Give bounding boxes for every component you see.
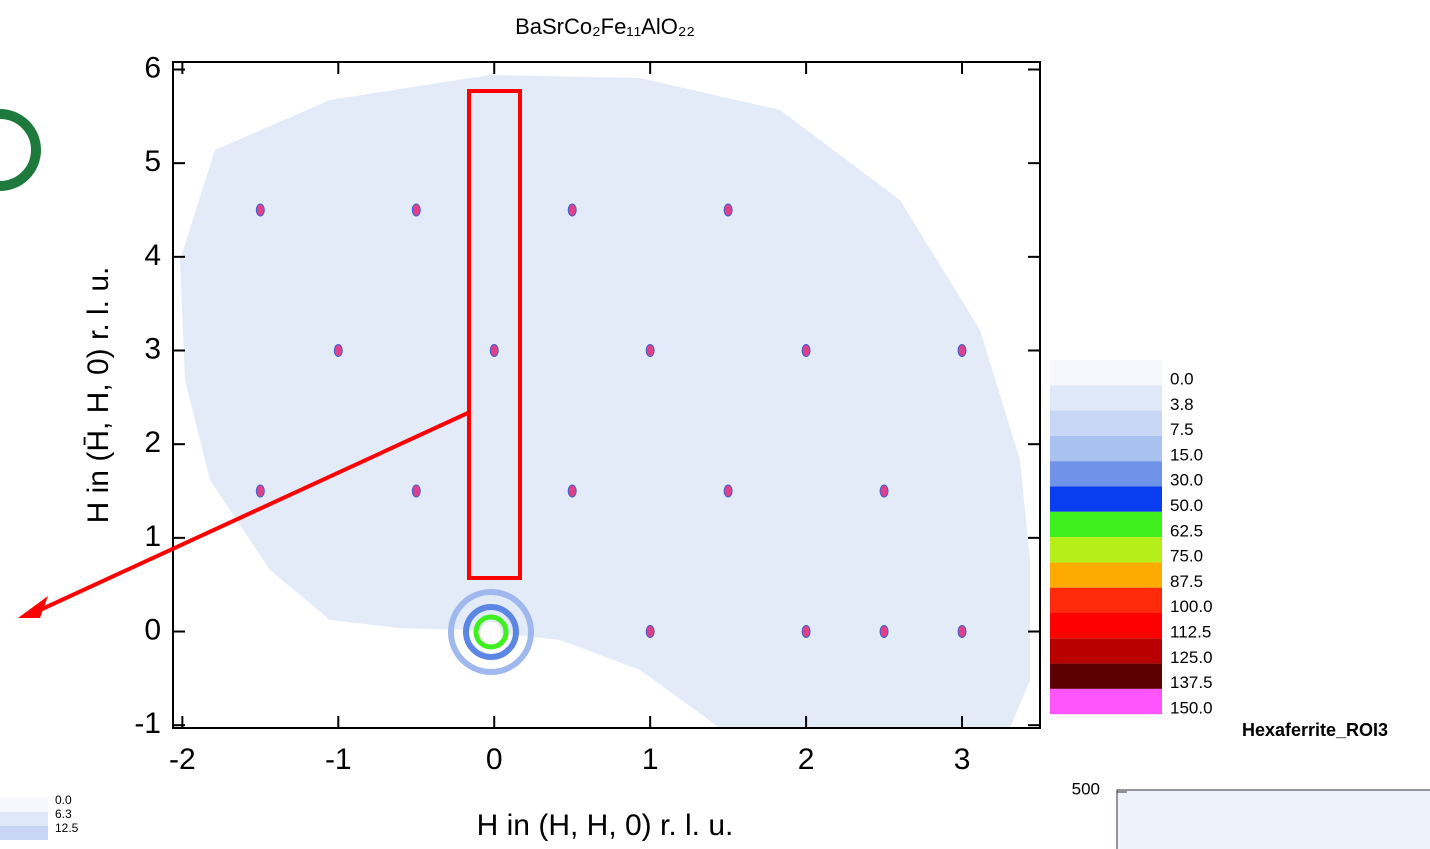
colorbar-band: [1050, 613, 1162, 639]
colorbar-label: 6.3: [55, 807, 72, 821]
bragg-peak: [801, 344, 811, 358]
colorbar-band: [1050, 663, 1162, 689]
bragg-peak: [489, 344, 499, 358]
bragg-peak: [645, 344, 655, 358]
inset-tick-label: 500: [1072, 779, 1100, 798]
bragg-peak: [879, 625, 889, 639]
colorbar-label: 12.5: [55, 821, 79, 835]
y-tick-label: 3: [144, 332, 161, 365]
colorbar-band: [1050, 461, 1162, 487]
colorbar-band: [1050, 486, 1162, 512]
colorbar-band: [1050, 688, 1162, 715]
x-tick-label: 3: [954, 743, 971, 776]
colorbar-band: [0, 812, 48, 826]
arrow-head: [18, 596, 48, 618]
colorbar-label: 62.5: [1170, 521, 1203, 540]
inset-title: Hexaferrite_ROI3: [1242, 720, 1388, 740]
x-tick-label: 2: [798, 743, 815, 776]
colorbar-label: 0.0: [1170, 369, 1194, 388]
bragg-peak: [723, 484, 733, 498]
y-tick-label: 6: [144, 51, 161, 84]
colorbar-band: [1050, 511, 1162, 538]
powder-rings: [448, 589, 534, 675]
bragg-peak: [411, 203, 421, 217]
colorbar-band: [1050, 638, 1162, 664]
bragg-peak: [645, 625, 655, 639]
colorbar-label: 125.0: [1170, 648, 1213, 667]
colorbar-label: 87.5: [1170, 572, 1203, 591]
x-tick-label: -1: [325, 743, 352, 776]
colorbar-label: 137.5: [1170, 673, 1213, 692]
bragg-peak: [567, 484, 577, 498]
colorbar-label: 75.0: [1170, 547, 1203, 566]
bragg-peak: [567, 203, 577, 217]
colorbar-label: 15.0: [1170, 445, 1203, 464]
colorbar-band: [1050, 537, 1162, 563]
colorbar-label: 30.0: [1170, 471, 1203, 490]
x-tick-label: 0: [486, 743, 503, 776]
y-tick-label: 5: [144, 145, 161, 178]
colorbar-label: 112.5: [1170, 622, 1211, 641]
colorbar-band: [0, 826, 48, 840]
y-tick-label: 1: [144, 520, 161, 553]
x-axis-label: H in (H, H, 0) r. l. u.: [477, 809, 734, 842]
colorbar-label: 0.0: [55, 793, 72, 807]
colorbar-label: 100.0: [1170, 597, 1213, 616]
colorbar-label: 150.0: [1170, 698, 1213, 717]
x-tick-label: -2: [169, 743, 196, 776]
colorbar-band: [1050, 587, 1162, 613]
bragg-peak: [255, 203, 265, 217]
green-marker: [0, 109, 41, 191]
colorbar-band: [1050, 385, 1162, 411]
bragg-peak: [723, 203, 733, 217]
arrow: [39, 410, 471, 612]
scattering-region: [180, 75, 1030, 728]
plot-frame: [172, 61, 1041, 729]
bragg-peak: [957, 344, 967, 358]
y-tick-label: 0: [144, 613, 161, 646]
colorbar-label: 7.5: [1170, 420, 1194, 439]
colorbar-band: [1050, 410, 1162, 436]
colorbar-label: 3.8: [1170, 395, 1194, 414]
bragg-peak: [801, 625, 811, 639]
y-tick-label: 2: [144, 426, 161, 459]
inset-frame: [1116, 789, 1430, 849]
colorbar-band: [0, 798, 48, 812]
roi-box: [467, 89, 522, 580]
bragg-peak: [411, 484, 421, 498]
y-tick-label: -1: [134, 707, 161, 740]
bragg-peak: [333, 344, 343, 358]
chart-title: BaSrCo₂Fe₁₁AlO₂₂: [515, 14, 695, 39]
y-tick-label: 4: [144, 239, 161, 272]
colorbar-band: [1050, 360, 1162, 386]
bragg-peak: [879, 484, 889, 498]
y-axis-label: H in (H̄, H, 0) r. l. u.: [82, 267, 115, 524]
bragg-peak: [255, 484, 265, 498]
colorbar-label: 50.0: [1170, 496, 1203, 515]
bragg-peak: [957, 625, 967, 639]
colorbar-band: [1050, 435, 1162, 462]
colorbar-band: [1050, 562, 1162, 588]
x-tick-label: 1: [642, 743, 659, 776]
